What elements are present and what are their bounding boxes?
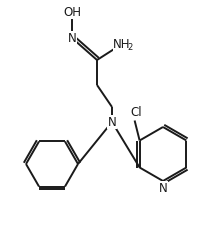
Text: N: N	[159, 181, 167, 195]
Text: Cl: Cl	[131, 106, 142, 119]
Text: OH: OH	[63, 6, 81, 18]
Text: 2: 2	[127, 43, 133, 51]
Text: N: N	[68, 32, 76, 45]
Text: N: N	[108, 115, 116, 129]
Text: NH: NH	[113, 38, 131, 50]
